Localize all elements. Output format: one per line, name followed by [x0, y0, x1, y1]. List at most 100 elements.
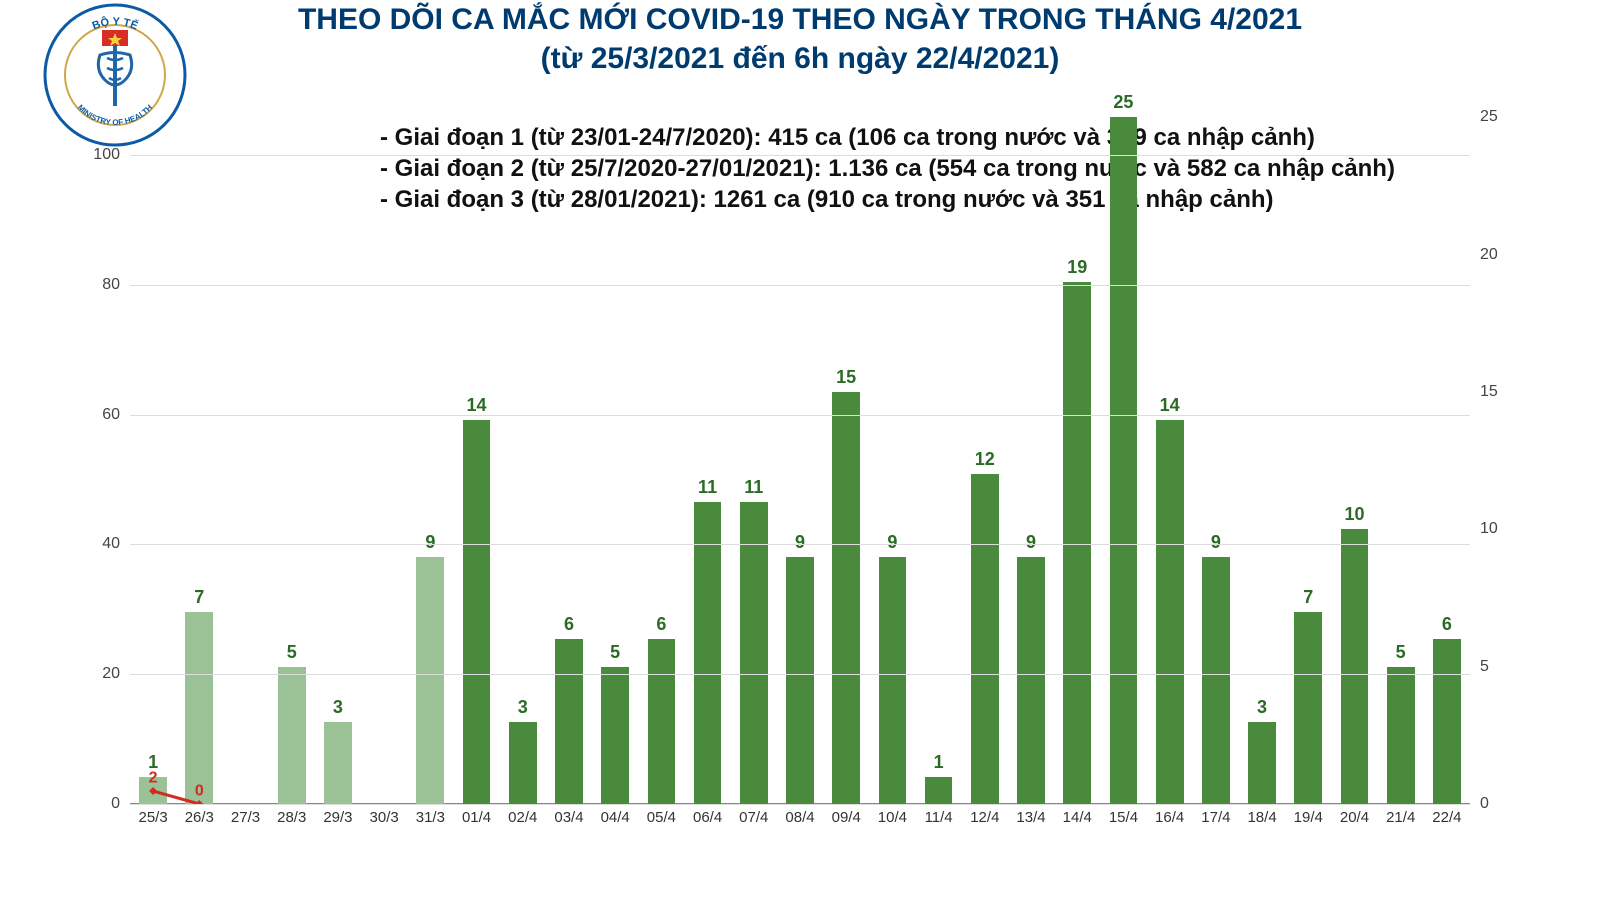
x-tick-label: 01/4	[462, 809, 491, 826]
bar-value-label: 10	[1344, 504, 1364, 525]
x-tick-label: 27/3	[231, 809, 260, 826]
bar-slot: 5	[592, 90, 638, 804]
bar-slot	[222, 90, 268, 804]
x-tick-label: 06/4	[693, 809, 722, 826]
bar-value-label: 11	[698, 477, 717, 498]
bar: 9	[786, 557, 814, 804]
x-tick-label: 12/4	[970, 809, 999, 826]
x-tick-label: 26/3	[185, 809, 214, 826]
bar: 15	[832, 392, 860, 804]
bar-slot: 6	[1424, 90, 1470, 804]
bar: 9	[1202, 557, 1230, 804]
bar-value-label: 14	[1160, 395, 1180, 416]
y-left-tick: 60	[60, 406, 120, 424]
x-tick-label: 07/4	[739, 809, 768, 826]
y-right-tick: 25	[1480, 108, 1540, 126]
bar: 7	[185, 612, 213, 804]
gridline	[130, 674, 1470, 675]
bar-slot: 14	[453, 90, 499, 804]
bar: 5	[278, 667, 306, 804]
bar-value-label: 12	[975, 449, 995, 470]
bar: 19	[1063, 282, 1091, 804]
x-tick-label: 11/4	[925, 809, 953, 826]
bar: 1	[925, 777, 953, 804]
x-tick-label: 20/4	[1340, 809, 1369, 826]
bar: 6	[555, 639, 583, 804]
gridline	[130, 285, 1470, 286]
bar-slot: 15	[823, 90, 869, 804]
x-tick-label: 17/4	[1201, 809, 1230, 826]
bar: 25	[1110, 117, 1138, 804]
bar-slot: 11	[731, 90, 777, 804]
x-tick-label: 29/3	[323, 809, 352, 826]
bar-slot: 6	[546, 90, 592, 804]
bar-slot: 5	[1378, 90, 1424, 804]
y-left-tick: 80	[60, 276, 120, 294]
bar-value-label: 3	[1257, 697, 1267, 718]
bar: 10	[1341, 529, 1369, 804]
bar: 14	[1156, 420, 1184, 804]
bar-slot: 14	[1147, 90, 1193, 804]
bar-value-label: 9	[1211, 532, 1221, 553]
bar: 5	[601, 667, 629, 804]
gridline	[130, 415, 1470, 416]
bar: 12	[971, 474, 999, 804]
bar: 7	[1294, 612, 1322, 804]
x-tick-label: 18/4	[1247, 809, 1276, 826]
bar: 3	[1248, 722, 1276, 804]
bar-slot: 5	[269, 90, 315, 804]
bar-slot: 19	[1054, 90, 1100, 804]
x-tick-label: 15/4	[1109, 809, 1138, 826]
y-right-tick: 5	[1480, 658, 1540, 676]
x-tick-label: 05/4	[647, 809, 676, 826]
line-point-label: 0	[195, 782, 204, 800]
y-right-tick: 20	[1480, 246, 1540, 264]
bar-slot: 1	[916, 90, 962, 804]
bar-value-label: 19	[1067, 257, 1087, 278]
bar: 3	[324, 722, 352, 804]
bar-value-label: 14	[467, 395, 487, 416]
bar: 6	[1433, 639, 1461, 804]
bar-value-label: 9	[425, 532, 435, 553]
bar: 9	[1017, 557, 1045, 804]
bar-slot: 3	[1239, 90, 1285, 804]
bar-value-label: 11	[744, 477, 763, 498]
x-tick-label: 03/4	[554, 809, 583, 826]
bar-slot: 3	[500, 90, 546, 804]
bar-slot	[361, 90, 407, 804]
x-tick-label: 14/4	[1063, 809, 1092, 826]
bar-slot: 3	[315, 90, 361, 804]
bars-group: 175391436561111915911291925149371056	[130, 90, 1470, 804]
bar: 9	[879, 557, 907, 804]
x-tick-label: 08/4	[785, 809, 814, 826]
bar-value-label: 9	[795, 532, 805, 553]
title-line-1: THEO DÕI CA MẮC MỚI COVID-19 THEO NGÀY T…	[200, 0, 1400, 39]
x-tick-label: 13/4	[1016, 809, 1045, 826]
title-line-2: (từ 25/3/2021 đến 6h ngày 22/4/2021)	[200, 39, 1400, 78]
x-tick-label: 04/4	[601, 809, 630, 826]
x-tick-label: 28/3	[277, 809, 306, 826]
x-tick-label: 21/4	[1386, 809, 1415, 826]
y-left-tick: 40	[60, 535, 120, 553]
x-tick-label: 22/4	[1432, 809, 1461, 826]
x-tick-label: 30/3	[370, 809, 399, 826]
bar: 11	[694, 502, 722, 804]
chart-title: THEO DÕI CA MẮC MỚI COVID-19 THEO NGÀY T…	[0, 0, 1600, 78]
bar-value-label: 1	[934, 752, 944, 773]
bar-slot: 7	[1285, 90, 1331, 804]
x-tick-label: 25/3	[138, 809, 167, 826]
bar-value-label: 5	[610, 642, 620, 663]
x-tick-label: 02/4	[508, 809, 537, 826]
bar-slot: 10	[1331, 90, 1377, 804]
x-tick-label: 31/3	[416, 809, 445, 826]
bar: 11	[740, 502, 768, 804]
bar-value-label: 5	[1396, 642, 1406, 663]
plot-area: 175391436561111915911291925149371056 20	[130, 90, 1470, 804]
y-right-tick: 15	[1480, 383, 1540, 401]
bar-value-label: 7	[1303, 587, 1313, 608]
bar-value-label: 6	[656, 614, 666, 635]
bar-slot: 6	[638, 90, 684, 804]
x-tick-label: 10/4	[878, 809, 907, 826]
bar: 3	[509, 722, 537, 804]
bar-slot: 25	[1100, 90, 1146, 804]
